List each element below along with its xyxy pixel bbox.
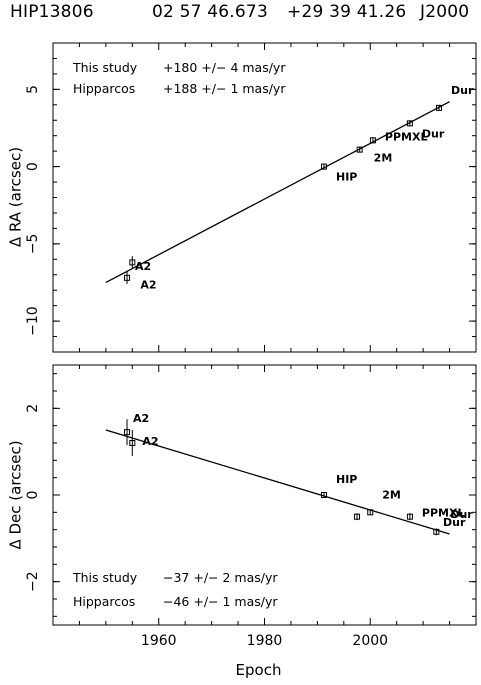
top-point-label: PPMXL bbox=[385, 130, 428, 143]
top-ytick-label: 0 bbox=[25, 162, 41, 171]
bottom-point-label-extra: Dur bbox=[443, 516, 466, 529]
declination: +29 39 41.26 bbox=[287, 2, 407, 22]
x-axis-title: Epoch bbox=[236, 661, 282, 679]
top-ytick-label: −10 bbox=[25, 306, 41, 336]
bottom-point-label: PPMXL bbox=[422, 507, 465, 520]
bottom-data-point bbox=[433, 528, 440, 535]
bottom-fit-line bbox=[105, 429, 450, 535]
bottom-point-label: A2 bbox=[133, 412, 149, 425]
top-point-label: A2 bbox=[135, 260, 151, 273]
top-point-label: HIP bbox=[336, 171, 357, 184]
top-y-axis-title: Δ RA (arcsec) bbox=[7, 147, 25, 247]
bottom-plot-frame bbox=[52, 364, 477, 626]
equinox: J2000 bbox=[420, 2, 470, 22]
top-point-label: A2 bbox=[140, 278, 156, 291]
bottom-y-axis-title: Δ Dec (arcsec) bbox=[7, 440, 25, 549]
bottom-data-point bbox=[124, 429, 131, 436]
top-ytick-label: −5 bbox=[25, 234, 41, 255]
bottom-ytick-label: 2 bbox=[25, 404, 41, 413]
top-info-label: This study bbox=[72, 60, 138, 75]
top-data-point bbox=[320, 163, 327, 170]
bottom-data-point bbox=[406, 513, 413, 520]
top-info-value: +188 +/− 1 mas/yr bbox=[163, 81, 286, 96]
bottom-point-label: HIP bbox=[336, 473, 357, 486]
bottom-info-label: Hipparcos bbox=[73, 594, 135, 609]
bottom-xtick-label: 2000 bbox=[352, 633, 388, 649]
bottom-ytick-label: 0 bbox=[25, 491, 41, 500]
bottom-info-value: −37 +/− 2 mas/yr bbox=[163, 570, 278, 585]
top-data-point bbox=[369, 137, 376, 144]
bottom-xtick-label: 1960 bbox=[141, 633, 177, 649]
bottom-point-label: 2M bbox=[382, 488, 401, 501]
top-point-label: 2M bbox=[374, 152, 393, 165]
top-data-point bbox=[124, 274, 131, 281]
bottom-data-point bbox=[354, 513, 361, 520]
bottom-ytick-label: −2 bbox=[25, 571, 41, 592]
top-data-point bbox=[129, 259, 136, 266]
chart-header: HIP13806 02 57 46.673 +29 39 41.26 J2000 bbox=[0, 0, 481, 30]
top-info-value: +180 +/− 4 mas/yr bbox=[163, 60, 286, 75]
object-id: HIP13806 bbox=[10, 2, 94, 22]
bottom-data-point bbox=[129, 440, 136, 446]
bottom-xtick-label: 1980 bbox=[247, 633, 283, 649]
bottom-point-label: A2 bbox=[142, 435, 158, 448]
top-data-point bbox=[435, 104, 442, 111]
top-data-point bbox=[406, 120, 413, 127]
top-point-label: Dur bbox=[422, 127, 445, 140]
right-ascension: 02 57 46.673 bbox=[152, 2, 268, 22]
bottom-info-label: This study bbox=[72, 570, 138, 585]
top-ytick-label: 5 bbox=[25, 85, 41, 94]
bottom-data-point bbox=[320, 492, 327, 498]
bottom-data-point bbox=[367, 509, 374, 516]
top-fit-line bbox=[105, 101, 450, 284]
top-data-point bbox=[356, 146, 363, 153]
top-info-label: Hipparcos bbox=[73, 81, 135, 96]
bottom-point-label: Dur bbox=[450, 508, 473, 521]
top-point-label: Dur bbox=[451, 84, 474, 97]
bottom-info-value: −46 +/− 1 mas/yr bbox=[163, 594, 278, 609]
